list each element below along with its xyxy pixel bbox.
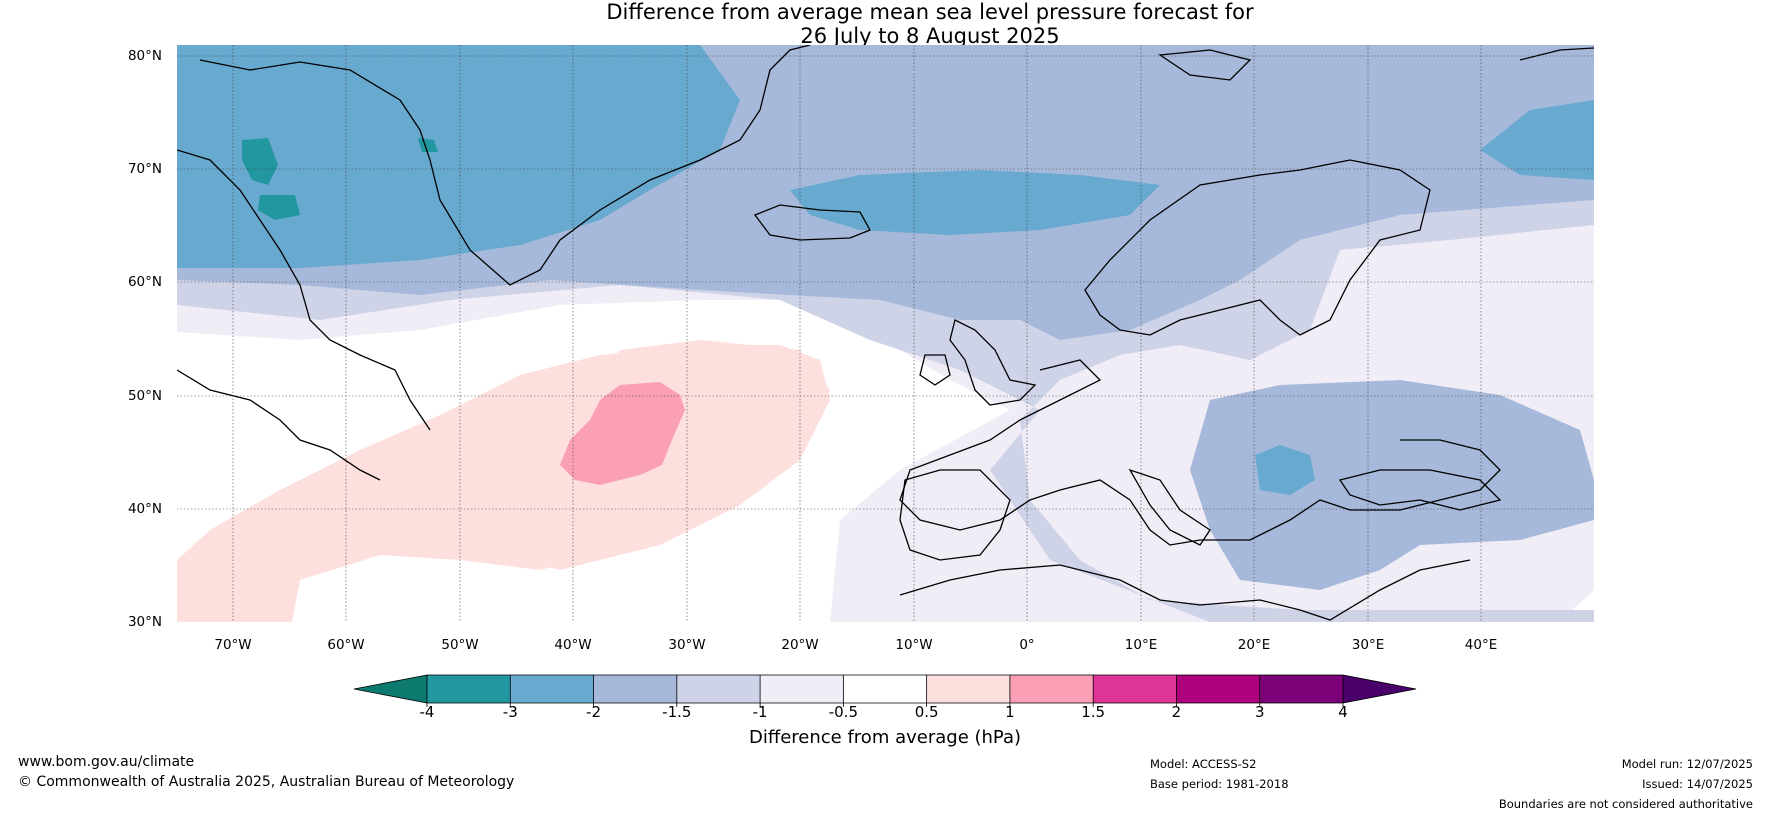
lat-label-60n: 60°N bbox=[127, 274, 162, 290]
coastlines bbox=[177, 45, 1594, 621]
anomaly-band-pink bbox=[560, 382, 685, 485]
lat-label-70n: 70°N bbox=[127, 161, 162, 177]
colorbar-tick-label: 4 bbox=[1338, 703, 1348, 721]
colorbar-segment bbox=[593, 675, 678, 703]
colorbar-label: Difference from average (hPa) bbox=[748, 727, 1022, 748]
footer-base-period: Base period: 1981-2018 bbox=[1150, 777, 1289, 791]
footer-model: Model: ACCESS-S2 bbox=[1150, 757, 1257, 771]
chart-title: Difference from average mean sea level p… bbox=[0, 0, 1770, 48]
svalbard-coast bbox=[1158, 49, 1252, 81]
colorbar-tick-label: 1.5 bbox=[1081, 703, 1106, 721]
anomaly-band-teal-2 bbox=[258, 195, 300, 220]
colorbar-segment bbox=[1259, 675, 1344, 703]
lat-label-30n: 30°N bbox=[127, 614, 162, 630]
med-south-coast bbox=[899, 559, 1471, 621]
anomaly-band-slate-blue-east bbox=[1190, 380, 1594, 590]
colorbar-tick-label: 3 bbox=[1254, 703, 1265, 721]
labrador-coast bbox=[177, 369, 381, 481]
title-line-1: Difference from average mean sea level p… bbox=[606, 0, 1254, 24]
pressure-anomaly-field bbox=[177, 45, 1594, 622]
colorbar-segment bbox=[1176, 675, 1261, 703]
lon-label-30w: 30°W bbox=[668, 637, 706, 653]
anomaly-band-blue bbox=[177, 45, 740, 268]
colorbar-tick-label: -1 bbox=[752, 703, 768, 721]
anomaly-band-teal bbox=[242, 138, 278, 185]
greenland-coast bbox=[199, 45, 811, 286]
colorbar-tick-label: -1.5 bbox=[662, 703, 692, 721]
colorbar-segment bbox=[1009, 675, 1094, 703]
lon-label-10w: 10°W bbox=[895, 637, 933, 653]
lon-label-20e: 20°E bbox=[1237, 637, 1271, 653]
anomaly-band-blue-iceland bbox=[790, 170, 1160, 235]
title-line-2: 26 July to 8 August 2025 bbox=[800, 24, 1060, 48]
colorbar-extend-min bbox=[354, 675, 427, 703]
europe-coast bbox=[899, 359, 1501, 546]
colorbar-segment bbox=[760, 675, 844, 703]
iberia-coast bbox=[899, 469, 1011, 561]
britain-coast bbox=[949, 319, 1037, 406]
colorbar-segment bbox=[843, 675, 928, 703]
lon-label-40e: 40°E bbox=[1464, 637, 1498, 653]
scandinavia-coast bbox=[1084, 159, 1431, 336]
colorbar-tick-label: 0.5 bbox=[914, 703, 939, 721]
colorbar-tick-label: 1 bbox=[1005, 703, 1015, 721]
colorbar-segment bbox=[510, 675, 595, 703]
colorbar-segment bbox=[427, 675, 511, 703]
anomaly-band-blue-east bbox=[1480, 100, 1594, 180]
anomaly-band-blue-balkans bbox=[1255, 445, 1315, 495]
colorbar-segment bbox=[1093, 675, 1177, 703]
lon-label-0: 0° bbox=[1019, 637, 1035, 653]
lon-label-20w: 20°W bbox=[781, 637, 819, 653]
footer-website[interactable]: www.bom.gov.au/climate bbox=[18, 754, 195, 770]
colorbar-tick-label: -2 bbox=[586, 703, 602, 721]
colorbar-tick-label: -3 bbox=[502, 703, 518, 721]
iceland-coast bbox=[753, 204, 871, 241]
footer-model-run: Model run: 12/07/2025 bbox=[1621, 757, 1753, 771]
lon-label-60w: 60°W bbox=[327, 637, 365, 653]
colorbar-tick-label: 2 bbox=[1171, 703, 1182, 721]
lon-label-10e: 10°E bbox=[1124, 637, 1158, 653]
lon-label-50w: 50°W bbox=[441, 637, 479, 653]
colorbar-extend-max bbox=[1343, 675, 1416, 703]
lon-label-70w: 70°W bbox=[214, 637, 252, 653]
lat-label-80n: 80°N bbox=[127, 48, 162, 64]
baffin-coast bbox=[177, 149, 431, 431]
graticule bbox=[177, 45, 1594, 622]
lon-label-30e: 30°E bbox=[1351, 637, 1385, 653]
colorbar-segment bbox=[926, 675, 1011, 703]
lat-label-50n: 50°N bbox=[127, 388, 162, 404]
black-sea-coast bbox=[1338, 469, 1502, 511]
colorbar-segment bbox=[676, 675, 761, 703]
anomaly-band-teal-3 bbox=[418, 138, 438, 152]
ireland-coast bbox=[919, 354, 951, 386]
lon-label-40w: 40°W bbox=[554, 637, 592, 653]
italy-coast bbox=[1128, 468, 1211, 546]
colorbar-tick-label: -4 bbox=[419, 703, 435, 721]
colorbar-tick-label: -0.5 bbox=[828, 703, 858, 721]
footer-issued: Issued: 14/07/2025 bbox=[1642, 777, 1753, 791]
lat-label-40n: 40°N bbox=[127, 501, 162, 517]
footer-disclaimer: Boundaries are not considered authoritat… bbox=[1498, 797, 1753, 811]
footer-copyright: © Commonwealth of Australia 2025, Austra… bbox=[18, 774, 515, 790]
novaya-coast bbox=[1519, 47, 1594, 61]
